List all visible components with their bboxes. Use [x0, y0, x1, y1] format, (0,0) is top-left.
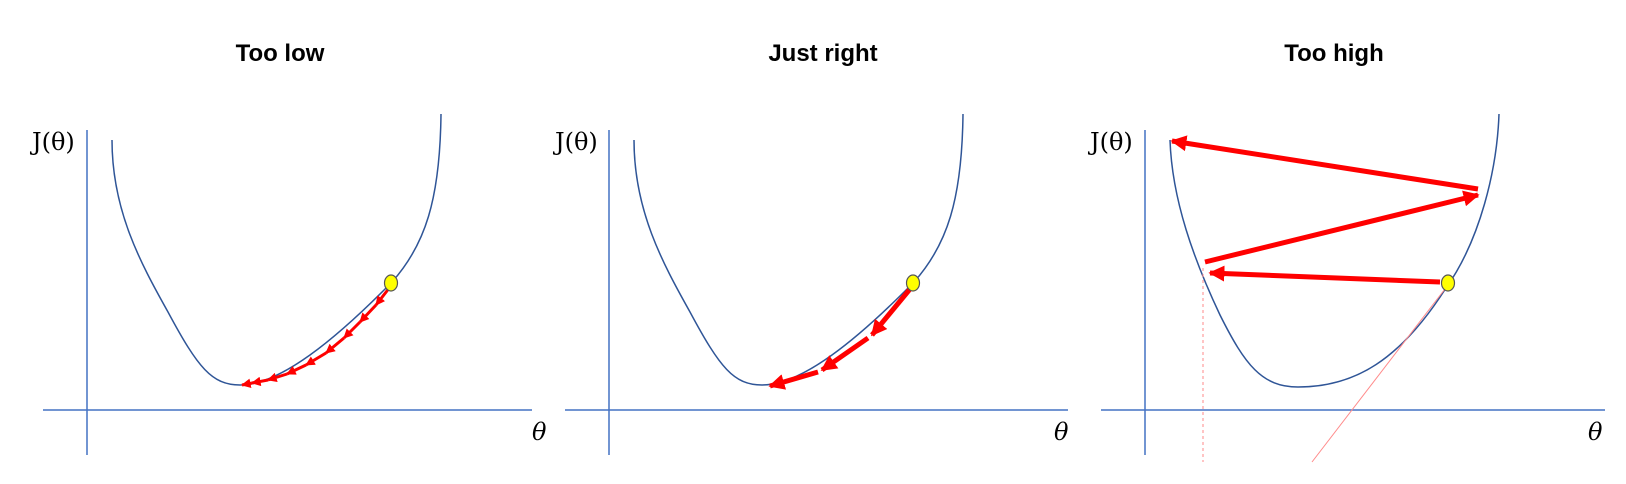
- start-point: [383, 274, 399, 292]
- y-axis-label: J(θ): [555, 128, 598, 156]
- x-axis-label: θ: [1054, 418, 1069, 446]
- tangent-line: [1311, 284, 1449, 463]
- step-arrow: [241, 378, 253, 389]
- start-point: [1440, 274, 1456, 292]
- step-arrow: [358, 303, 378, 324]
- step-arrows: [241, 286, 392, 389]
- step-arrow: [1170, 135, 1479, 192]
- step-arrow: [1208, 265, 1441, 285]
- step-arrow: [305, 351, 327, 367]
- y-axis-label: J(θ): [1090, 128, 1133, 156]
- step-arrow: [870, 287, 912, 337]
- cost-curve: [111, 113, 442, 386]
- cost-curve: [633, 113, 964, 386]
- panel-title-just-right: Just right: [768, 40, 878, 67]
- panel-title-too-low: Too low: [235, 40, 325, 67]
- x-axis-label: θ: [532, 418, 547, 446]
- step-arrow: [286, 363, 307, 376]
- step-arrow: [267, 372, 288, 382]
- step-arrow: [768, 369, 819, 390]
- panel-title-too-high: Too high: [1284, 40, 1384, 67]
- x-axis-label: θ: [1588, 418, 1603, 446]
- panel-just-right: [565, 113, 1068, 455]
- start-point: [905, 274, 921, 292]
- step-arrow: [1204, 190, 1480, 265]
- step-arrows: [1170, 135, 1480, 285]
- step-arrow: [251, 376, 269, 387]
- panel-too-low: [43, 113, 532, 455]
- step-arrow: [820, 335, 870, 373]
- step-arrow: [325, 336, 345, 355]
- y-axis-label: J(θ): [32, 128, 75, 156]
- step-arrow: [342, 320, 362, 340]
- step-arrows: [768, 287, 912, 390]
- panel-too-high: [1101, 113, 1605, 463]
- cost-curve: [1169, 113, 1500, 388]
